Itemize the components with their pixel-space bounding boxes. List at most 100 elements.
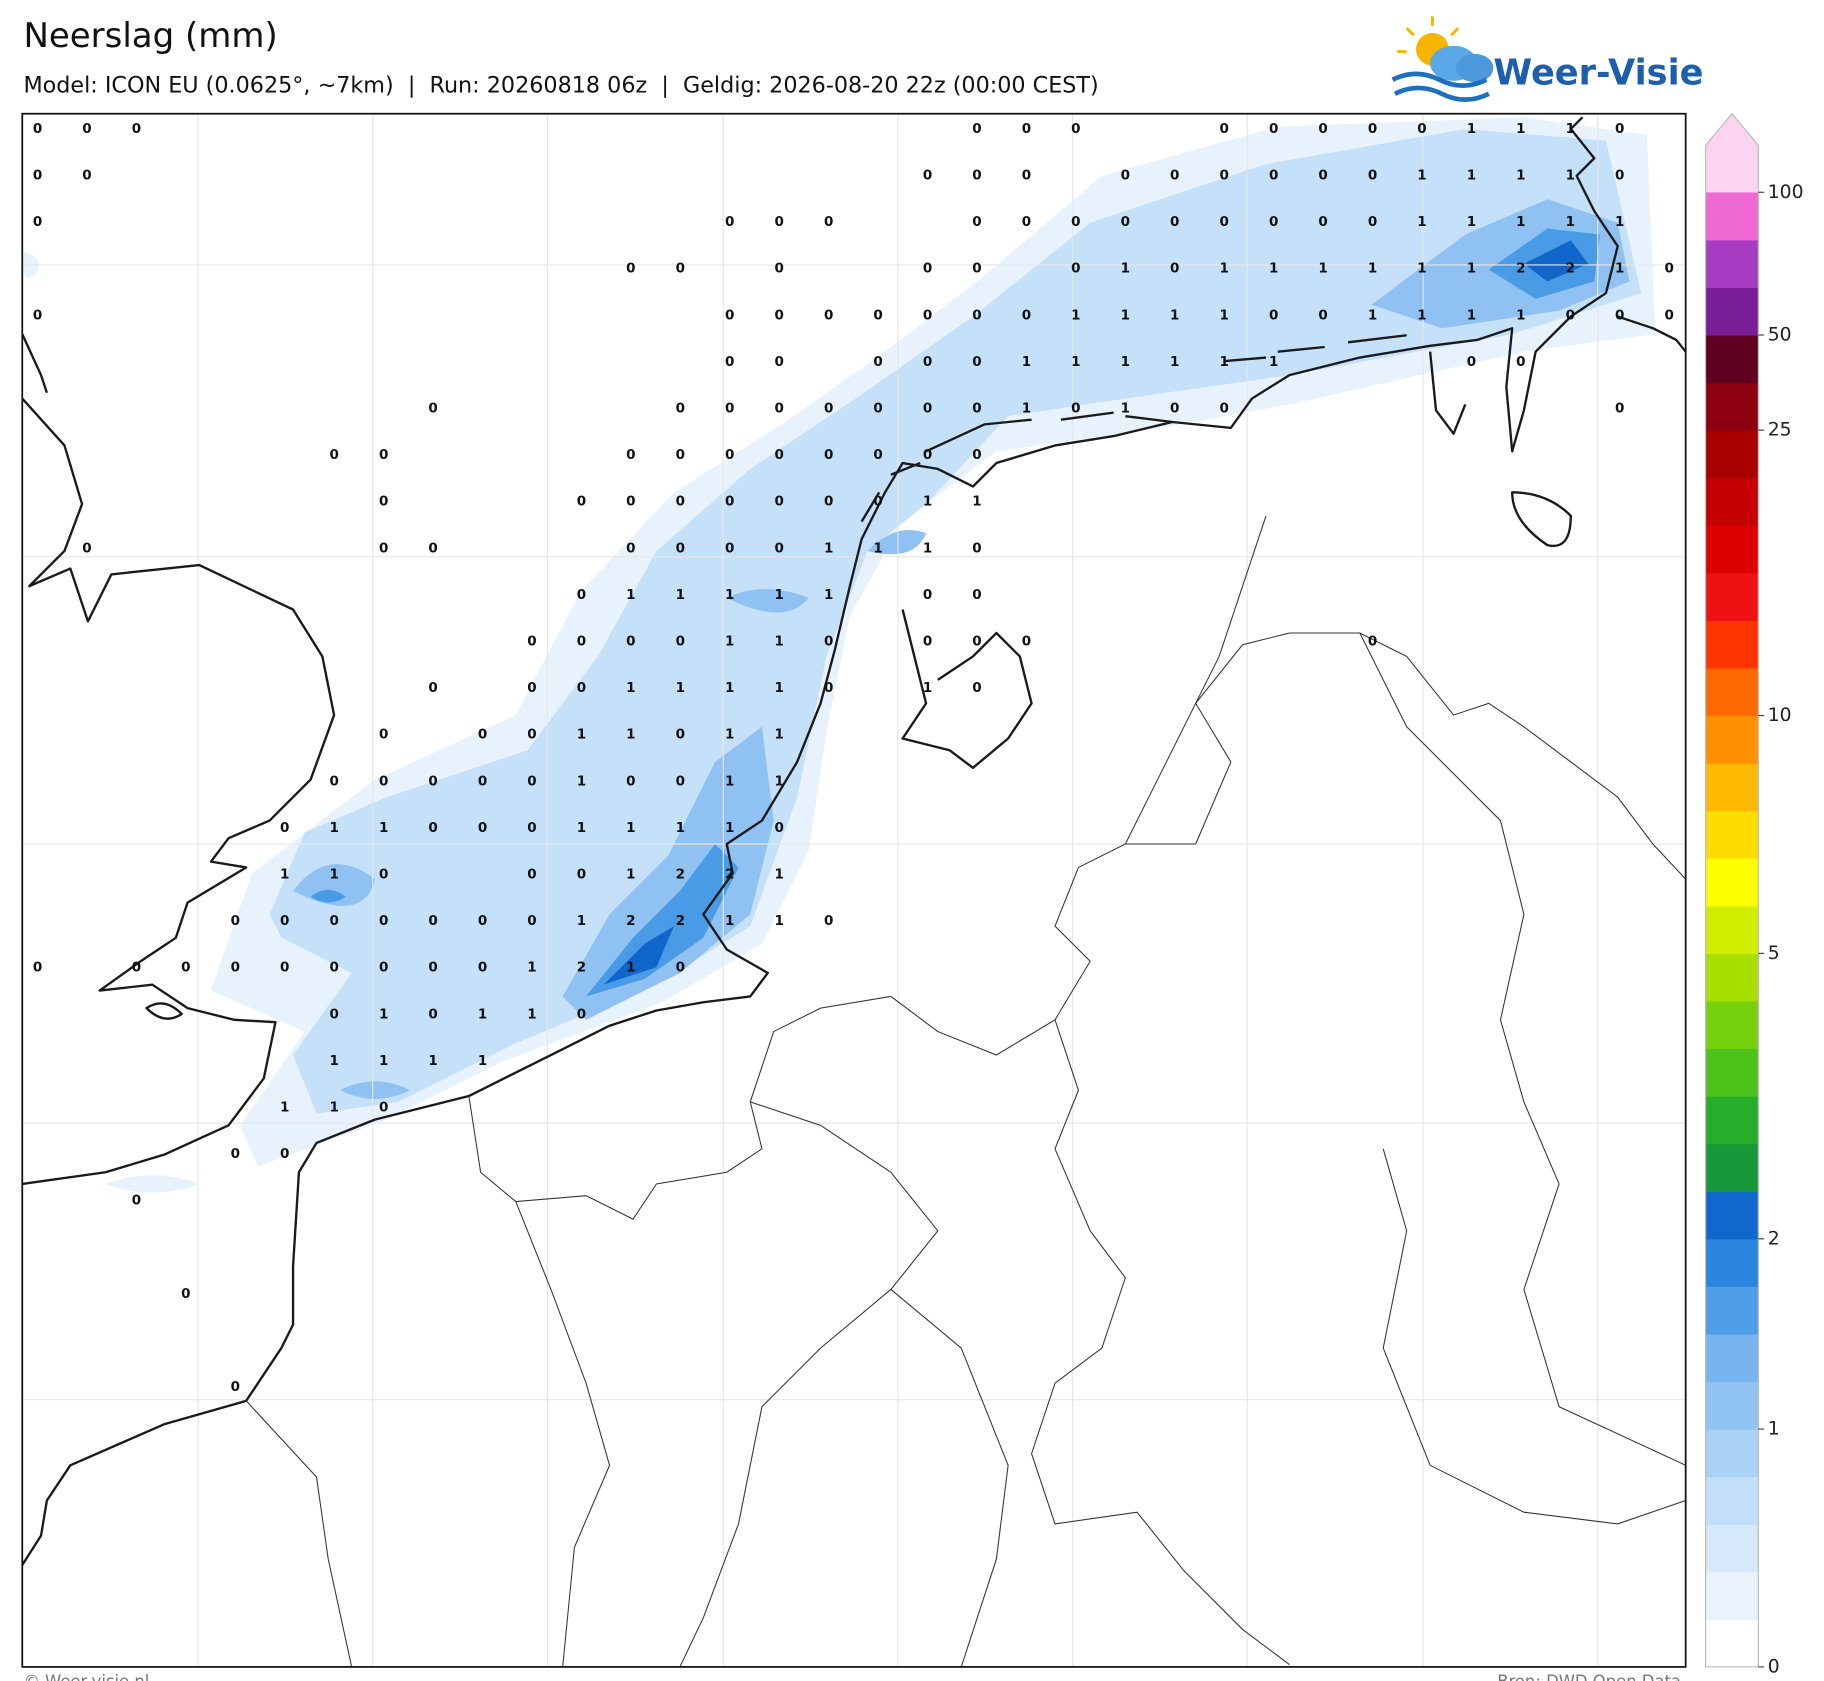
grid-value: 2 [626, 913, 635, 929]
colorbar-band [1705, 1381, 1759, 1430]
grid-value: 0 [725, 307, 734, 323]
grid-value: 0 [873, 401, 882, 417]
colorbar-tick-label: 100 [1768, 182, 1804, 203]
title: Neerslag (mm) [23, 16, 277, 56]
grid-value: 0 [329, 1006, 338, 1022]
grid-value: 0 [873, 447, 882, 463]
grid-value: 1 [1566, 121, 1575, 137]
grid-value: 1 [626, 727, 635, 743]
grid-value: 0 [626, 773, 635, 789]
grid-value: 0 [329, 773, 338, 789]
colorbar-band [1705, 810, 1759, 859]
grid-value: 0 [231, 1146, 240, 1162]
grid-value: 0 [379, 1099, 388, 1115]
grid-value: 0 [1170, 168, 1179, 184]
grid-value: 0 [873, 307, 882, 323]
grid-value: 2 [1566, 261, 1575, 277]
colorbar-tick-label: 1 [1768, 1419, 1780, 1440]
grid-value: 1 [774, 587, 783, 603]
grid-value: 0 [972, 168, 981, 184]
grid-value: 1 [329, 1053, 338, 1069]
grid-value: 0 [1615, 307, 1624, 323]
grid-value: 1 [1467, 168, 1476, 184]
grid-value: 0 [626, 540, 635, 556]
grid-value: 1 [676, 820, 685, 836]
grid-value: 0 [527, 913, 536, 929]
colorbar-band [1705, 192, 1759, 241]
grid-value: 1 [1417, 168, 1426, 184]
grid-value: 0 [972, 307, 981, 323]
grid-value: 0 [873, 494, 882, 510]
grid-value: 0 [280, 820, 289, 836]
grid-value: 0 [577, 587, 586, 603]
grid-value: 2 [725, 866, 734, 882]
grid-value: 0 [774, 494, 783, 510]
grid-value: 1 [1220, 307, 1229, 323]
grid-value: 0 [577, 494, 586, 510]
grid-value: 0 [1665, 261, 1674, 277]
grid-value: 0 [1615, 121, 1624, 137]
grid-value: 1 [1516, 121, 1525, 137]
grid-value: 1 [774, 680, 783, 696]
grid-value: 0 [329, 913, 338, 929]
grid-value: 0 [1566, 307, 1575, 323]
grid-value: 0 [824, 494, 833, 510]
grid-value: 1 [1121, 354, 1130, 370]
grid-value: 0 [774, 447, 783, 463]
grid-value: 0 [626, 447, 635, 463]
grid-value: 1 [1220, 354, 1229, 370]
grid-value: 0 [824, 401, 833, 417]
grid-value: 0 [1022, 121, 1031, 137]
grid-value: 0 [379, 913, 388, 929]
grid-value: 0 [428, 960, 437, 976]
logo: Weer-Visie [1391, 16, 1703, 102]
grid-value: 0 [774, 307, 783, 323]
grid-value: 0 [1071, 401, 1080, 417]
grid-value: 0 [1121, 214, 1130, 230]
grid-value: 0 [1368, 168, 1377, 184]
grid-value: 0 [676, 960, 685, 976]
logo-text: Weer-Visie [1493, 52, 1703, 93]
colorbar-band [1705, 1333, 1759, 1383]
grid-value: 1 [1071, 307, 1080, 323]
grid-value: 0 [577, 866, 586, 882]
grid-value: 0 [379, 494, 388, 510]
grid-value: 1 [923, 494, 932, 510]
grid-value: 0 [1022, 168, 1031, 184]
grid-value: 0 [280, 960, 289, 976]
grid-value: 0 [824, 913, 833, 929]
grid-value: 1 [824, 540, 833, 556]
grid-value: 0 [1220, 214, 1229, 230]
grid-value: 1 [824, 587, 833, 603]
grid-value: 0 [725, 494, 734, 510]
grid-value: 0 [280, 913, 289, 929]
grid-value: 0 [1269, 168, 1278, 184]
grid-value: 1 [379, 1053, 388, 1069]
grid-value: 0 [478, 913, 487, 929]
grid-value: 1 [873, 540, 882, 556]
grid-value: 1 [1417, 261, 1426, 277]
grid-value: 0 [676, 634, 685, 650]
grid-value: 1 [1417, 307, 1426, 323]
grid-value: 0 [379, 866, 388, 882]
grid-value: 0 [329, 960, 338, 976]
grid-value: 0 [1269, 214, 1278, 230]
grid-value: 1 [577, 820, 586, 836]
grid-value: 0 [626, 261, 635, 277]
colorbar-band [1705, 1619, 1759, 1668]
grid-value: 0 [972, 587, 981, 603]
grid-value: 0 [774, 214, 783, 230]
source: Bron: DWD Open Data [1497, 1672, 1681, 1681]
colorbar-band [1705, 477, 1759, 526]
grid-value: 1 [774, 913, 783, 929]
grid-value: 1 [1022, 354, 1031, 370]
grid-value: 0 [1318, 214, 1327, 230]
grid-value: 1 [626, 866, 635, 882]
grid-value: 0 [725, 214, 734, 230]
grid-value: 2 [676, 913, 685, 929]
grid-value: 0 [132, 960, 141, 976]
colorbar-band [1705, 239, 1759, 289]
